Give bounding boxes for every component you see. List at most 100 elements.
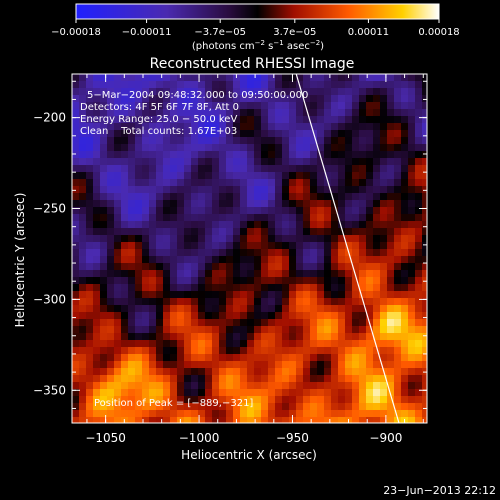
heatmap-cell (401, 263, 409, 271)
heatmap-cell (135, 235, 143, 243)
heatmap-cell (170, 165, 178, 173)
heatmap-cell (79, 312, 87, 320)
heatmap-cell (233, 179, 241, 187)
heatmap-cell (128, 130, 136, 138)
heatmap-cell (401, 214, 409, 222)
heatmap-cell (219, 417, 227, 423)
heatmap-cell (394, 228, 402, 236)
heatmap-cell (240, 256, 248, 264)
heatmap-cell (282, 305, 290, 313)
heatmap-cell (331, 144, 339, 152)
heatmap-cell (107, 235, 115, 243)
heatmap-cell (226, 326, 234, 334)
heatmap-cell (268, 137, 276, 145)
heatmap-cell (240, 375, 248, 383)
heatmap-cell (345, 186, 353, 194)
heatmap-cell (268, 417, 276, 423)
heatmap-cell (401, 179, 409, 187)
heatmap-cell (387, 158, 395, 166)
heatmap-cell (275, 417, 283, 423)
heatmap-cell (359, 109, 367, 117)
heatmap-cell (191, 137, 199, 145)
heatmap-cell (275, 165, 283, 173)
heatmap-cell (422, 221, 427, 229)
heatmap-cell (86, 102, 94, 110)
heatmap-cell (79, 137, 87, 145)
heatmap-cell (324, 81, 332, 89)
heatmap-cell (338, 214, 346, 222)
heatmap-cell (338, 158, 346, 166)
heatmap-cell (254, 319, 262, 327)
heatmap-cell (359, 305, 367, 313)
heatmap-cell (212, 193, 220, 201)
heatmap-cell (163, 382, 171, 390)
heatmap-cell (247, 368, 255, 376)
heatmap-cell (226, 368, 234, 376)
heatmap-cell (289, 326, 297, 334)
heatmap-cell (324, 88, 332, 96)
heatmap-cell (135, 263, 143, 271)
heatmap-cell (401, 123, 409, 131)
heatmap-cell (359, 221, 367, 229)
heatmap-cell (296, 158, 304, 166)
heatmap-cell (324, 417, 332, 423)
heatmap-cell (79, 298, 87, 306)
heatmap-cell (240, 333, 248, 341)
heatmap-cell (422, 270, 427, 278)
heatmap-cell (275, 123, 283, 131)
heatmap-cell (317, 221, 325, 229)
heatmap-cell (289, 88, 297, 96)
heatmap-cell (387, 235, 395, 243)
heatmap-cell (72, 326, 80, 334)
heatmap-cell (296, 263, 304, 271)
heatmap-cell (359, 186, 367, 194)
heatmap-cell (198, 172, 206, 180)
heatmap-cell (135, 158, 143, 166)
heatmap-cell (205, 354, 213, 362)
heatmap-cell (184, 102, 192, 110)
heatmap-cell (100, 417, 108, 423)
heatmap-cell (303, 319, 311, 327)
heatmap-cell (338, 256, 346, 264)
heatmap-cell (345, 228, 353, 236)
heatmap-cell (401, 81, 409, 89)
heatmap-cell (163, 263, 171, 271)
heatmap-cell (394, 396, 402, 404)
heatmap-cell (149, 102, 157, 110)
heatmap-cell (149, 165, 157, 173)
heatmap-cell (394, 102, 402, 110)
heatmap-cell (86, 410, 94, 418)
heatmap-cell (219, 256, 227, 264)
heatmap-cell (324, 361, 332, 369)
heatmap-cell (331, 326, 339, 334)
heatmap-cell (261, 333, 269, 341)
heatmap-cell (401, 109, 409, 117)
heatmap-cell (86, 389, 94, 397)
heatmap-cell (254, 221, 262, 229)
heatmap-cell (114, 81, 122, 89)
heatmap-cell (226, 116, 234, 124)
heatmap-cell (317, 340, 325, 348)
heatmap-cell (240, 298, 248, 306)
heatmap-cell (247, 158, 255, 166)
colorbar-ticks: −0.00018 −0.00011 −3.7e−05 3.7e−05 0.00011 0.… (51, 19, 460, 38)
heatmap-cell (121, 312, 129, 320)
heatmap-cell (268, 284, 276, 292)
heatmap-cell (394, 130, 402, 138)
heatmap-cell (310, 179, 318, 187)
heatmap-cell (261, 305, 269, 313)
heatmap-cell (135, 396, 143, 404)
heatmap-cell (233, 221, 241, 229)
heatmap-cell (86, 144, 94, 152)
heatmap-cell (394, 193, 402, 201)
heatmap-cell (380, 410, 388, 418)
heatmap-cell (324, 235, 332, 243)
heatmap-cell (121, 186, 129, 194)
heatmap-cell (338, 305, 346, 313)
heatmap-cell (282, 158, 290, 166)
heatmap-cell (177, 354, 185, 362)
heatmap-cell (72, 298, 80, 306)
heatmap-cell (275, 130, 283, 138)
heatmap-cell (331, 396, 339, 404)
heatmap-cell (380, 130, 388, 138)
